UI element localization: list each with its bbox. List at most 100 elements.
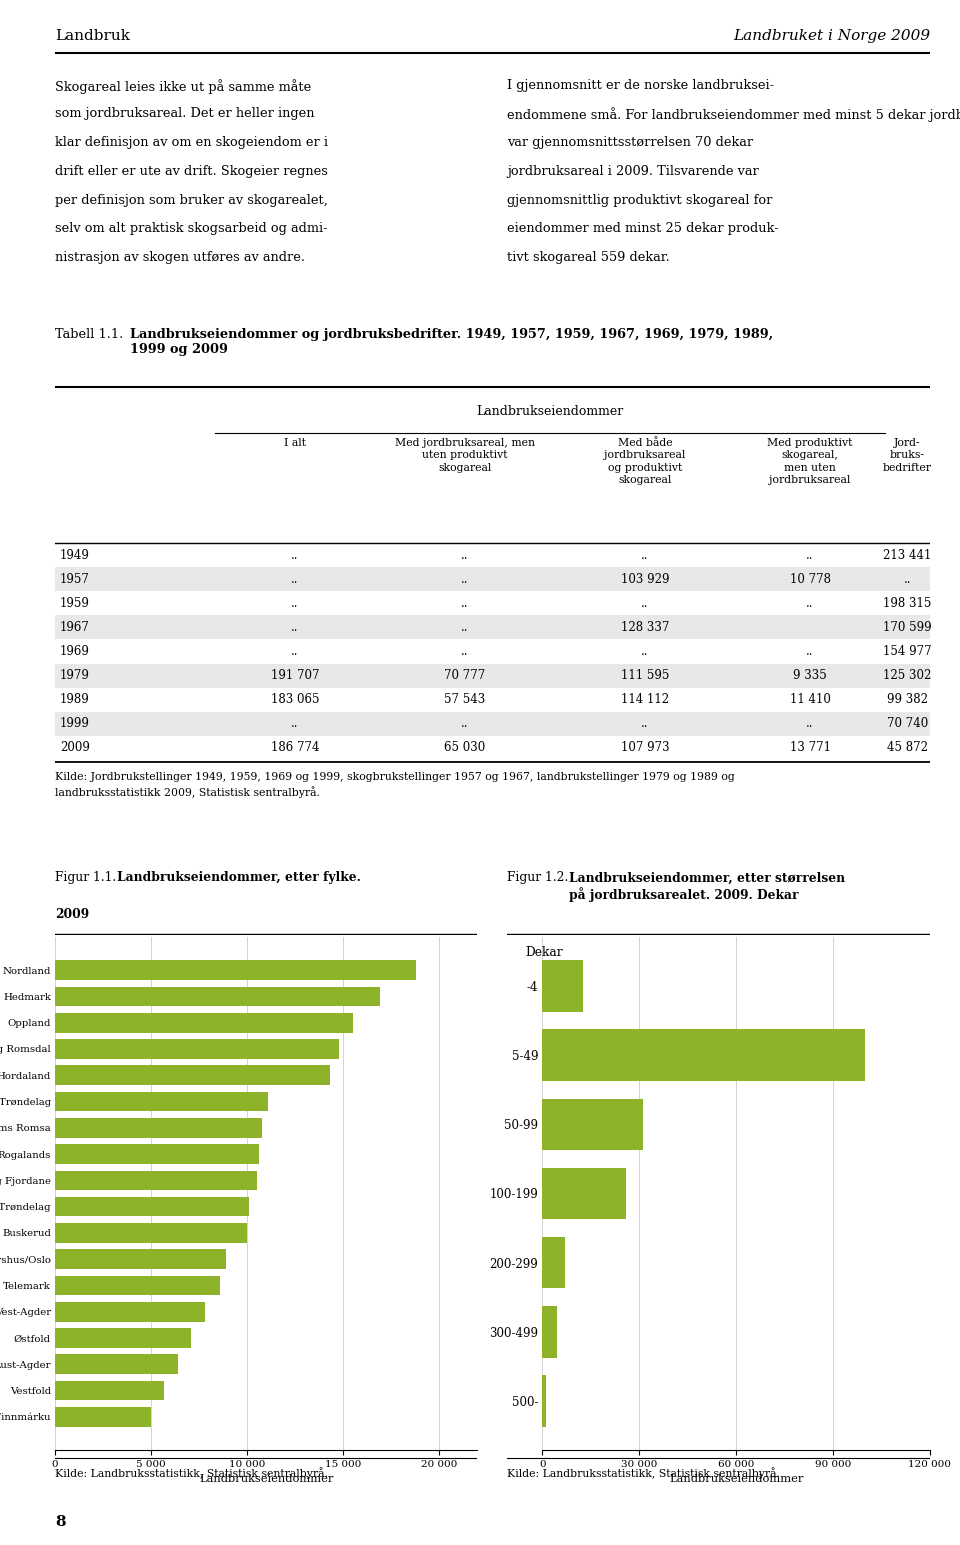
- Text: Kilde: Landbruksstatistikk, Statistisk sentralbyrå.: Kilde: Landbruksstatistikk, Statistisk s…: [55, 1468, 328, 1479]
- Text: 154 977: 154 977: [883, 644, 932, 658]
- Text: 1959: 1959: [60, 596, 90, 610]
- Text: 45 872: 45 872: [887, 742, 928, 754]
- Text: ..: ..: [461, 644, 468, 658]
- Text: ..: ..: [806, 596, 814, 610]
- Text: endommene små. For landbrukseiendommer med minst 5 dekar jordbruksareal: endommene små. For landbrukseiendommer m…: [508, 107, 960, 122]
- Text: Tabell 1.1.: Tabell 1.1.: [55, 328, 128, 341]
- Text: 8: 8: [55, 1514, 65, 1530]
- Text: jordbruksareal i 2009. Tilsvarende var: jordbruksareal i 2009. Tilsvarende var: [508, 165, 759, 178]
- Text: ..: ..: [291, 621, 299, 633]
- Text: 11 410: 11 410: [789, 694, 830, 706]
- Text: Landbruk: Landbruk: [55, 29, 130, 43]
- Text: drift eller er ute av drift. Skogeier regnes: drift eller er ute av drift. Skogeier re…: [55, 165, 328, 178]
- Text: ..: ..: [291, 548, 299, 561]
- Text: nistrasjon av skogen utføres av andre.: nistrasjon av skogen utføres av andre.: [55, 252, 305, 264]
- Text: ..: ..: [291, 573, 299, 586]
- Text: ..: ..: [291, 644, 299, 658]
- Text: ..: ..: [806, 717, 814, 731]
- Text: ..: ..: [641, 596, 649, 610]
- Bar: [542, 1029, 865, 1082]
- Text: ..: ..: [461, 573, 468, 586]
- Bar: [55, 1066, 329, 1085]
- Text: per definisjon som bruker av skogarealet,: per definisjon som bruker av skogarealet…: [55, 193, 328, 207]
- Text: var gjennomsnittsstørrelsen 70 dekar: var gjennomsnittsstørrelsen 70 dekar: [508, 136, 754, 150]
- Text: Landbrukseiendommer, etter størrelsen
på jordbruksarealet. 2009. Dekar: Landbrukseiendommer, etter størrelsen på…: [569, 871, 846, 902]
- Bar: [55, 1171, 256, 1190]
- Text: 70 740: 70 740: [887, 717, 928, 731]
- Text: ..: ..: [806, 548, 814, 561]
- Text: Landbrukseiendommer, etter fylke.: Landbrukseiendommer, etter fylke.: [117, 871, 361, 884]
- Text: eiendommer med minst 25 dekar produk-: eiendommer med minst 25 dekar produk-: [508, 222, 780, 235]
- Text: ..: ..: [641, 644, 649, 658]
- Text: Landbrukseiendommer: Landbrukseiendommer: [476, 405, 624, 419]
- Text: 1999: 1999: [60, 717, 90, 731]
- Text: Landbruket i Norge 2009: Landbruket i Norge 2009: [732, 29, 930, 43]
- Text: ..: ..: [806, 644, 814, 658]
- Text: ..: ..: [461, 596, 468, 610]
- Bar: [55, 1407, 151, 1426]
- Text: I alt: I alt: [284, 437, 306, 448]
- Text: Med produktivt
skogareal,
men uten
jordbruksareal: Med produktivt skogareal, men uten jordb…: [767, 437, 852, 485]
- Text: Figur 1.1.: Figur 1.1.: [55, 871, 120, 884]
- Text: Kilde: Landbruksstatistikk, Statistisk sentralbyrå.: Kilde: Landbruksstatistikk, Statistisk s…: [508, 1468, 780, 1479]
- Text: gjennomsnittlig produktivt skogareal for: gjennomsnittlig produktivt skogareal for: [508, 193, 773, 207]
- Text: ..: ..: [291, 596, 299, 610]
- Text: Skogareal leies ikke ut på samme måte: Skogareal leies ikke ut på samme måte: [55, 79, 311, 94]
- Text: 1969: 1969: [60, 644, 90, 658]
- Bar: [55, 1092, 268, 1111]
- Text: 114 112: 114 112: [621, 694, 669, 706]
- Bar: [542, 1098, 642, 1151]
- Text: ..: ..: [641, 548, 649, 561]
- Bar: [55, 961, 416, 980]
- Text: 9 335: 9 335: [793, 669, 827, 681]
- Text: Landbrukseiendommer og jordbruksbedrifter. 1949, 1957, 1959, 1967, 1969, 1979, 1: Landbrukseiendommer og jordbruksbedrifte…: [130, 328, 773, 355]
- Text: 70 777: 70 777: [444, 669, 486, 681]
- Bar: [55, 1145, 258, 1163]
- Bar: [55, 1119, 262, 1137]
- Bar: [55, 1224, 247, 1242]
- Bar: [542, 1168, 627, 1219]
- Text: 103 929: 103 929: [621, 573, 669, 586]
- Text: 10 778: 10 778: [789, 573, 830, 586]
- Text: 13 771: 13 771: [789, 742, 830, 754]
- Text: 2009: 2009: [55, 908, 89, 921]
- Text: 1979: 1979: [60, 669, 90, 681]
- Text: Med både
jordbruksareal
og produktivt
skogareal: Med både jordbruksareal og produktivt sk…: [604, 437, 685, 485]
- Text: Kilde: Jordbrukstellinger 1949, 1959, 1969 og 1999, skogbrukstellinger 1957 og 1: Kilde: Jordbrukstellinger 1949, 1959, 19…: [55, 772, 734, 797]
- X-axis label: Landbrukseiendommer: Landbrukseiendommer: [669, 1474, 804, 1485]
- Text: ..: ..: [461, 717, 468, 731]
- Bar: [55, 987, 379, 1006]
- Text: 1989: 1989: [60, 694, 89, 706]
- Text: 65 030: 65 030: [444, 742, 486, 754]
- Bar: [542, 1236, 565, 1289]
- Bar: [55, 567, 930, 592]
- Text: 183 065: 183 065: [271, 694, 320, 706]
- Text: 99 382: 99 382: [887, 694, 928, 706]
- Text: 57 543: 57 543: [444, 694, 486, 706]
- Bar: [55, 1276, 220, 1295]
- Text: 2009: 2009: [60, 742, 90, 754]
- Text: selv om alt praktisk skogsarbeid og admi-: selv om alt praktisk skogsarbeid og admi…: [55, 222, 327, 235]
- Bar: [55, 712, 930, 735]
- Bar: [55, 1329, 191, 1347]
- Text: 107 973: 107 973: [621, 742, 669, 754]
- Bar: [55, 615, 930, 640]
- Text: ..: ..: [641, 717, 649, 731]
- Text: 186 774: 186 774: [271, 742, 320, 754]
- X-axis label: Landbrukseiendommer: Landbrukseiendommer: [199, 1474, 333, 1485]
- Bar: [55, 1197, 249, 1216]
- Text: 128 337: 128 337: [621, 621, 669, 633]
- Text: 191 707: 191 707: [271, 669, 320, 681]
- Text: ..: ..: [903, 573, 911, 586]
- Bar: [55, 1381, 164, 1400]
- Bar: [55, 663, 930, 688]
- Bar: [542, 961, 583, 1012]
- Text: 1949: 1949: [60, 548, 90, 561]
- Bar: [55, 1302, 204, 1321]
- Bar: [542, 1306, 557, 1358]
- Text: ..: ..: [291, 717, 299, 731]
- Bar: [55, 1355, 178, 1374]
- Text: ..: ..: [461, 621, 468, 633]
- Text: 198 315: 198 315: [883, 596, 932, 610]
- Text: 1967: 1967: [60, 621, 90, 633]
